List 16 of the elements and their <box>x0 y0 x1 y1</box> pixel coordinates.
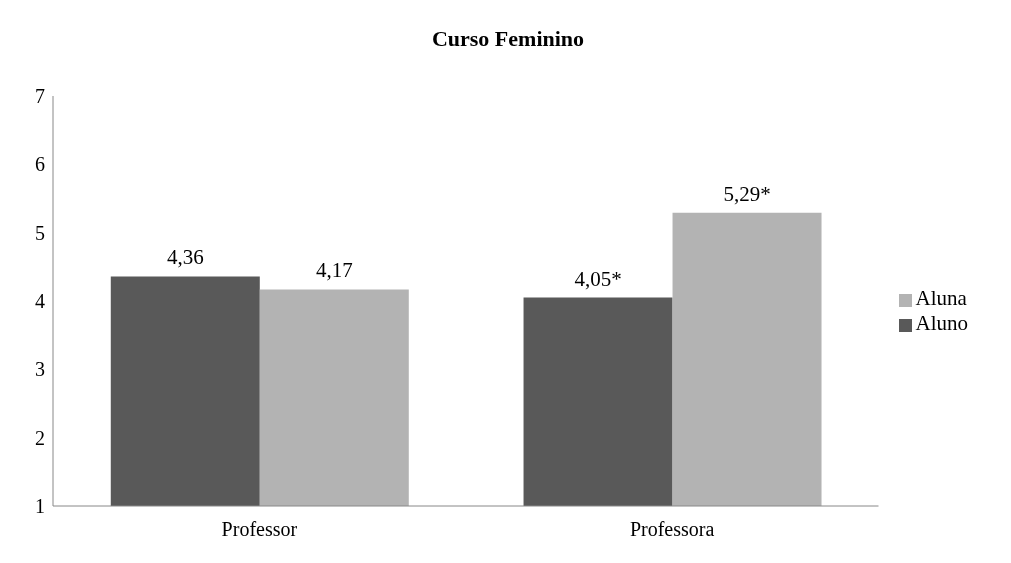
y-tick-label: 3 <box>35 358 45 381</box>
y-tick-label: 4 <box>35 290 45 313</box>
y-tick-label: 5 <box>35 221 45 244</box>
data-label: 4,17 <box>315 258 353 283</box>
data-label: 4,36 <box>166 245 204 270</box>
x-tick-label: Professor <box>221 518 298 541</box>
data-label: 5,29* <box>723 181 771 206</box>
chart-title: Curso Feminino <box>430 25 586 53</box>
data-label: 4,05* <box>574 266 622 291</box>
legend-label: Aluna <box>915 286 967 310</box>
y-tick-label: 2 <box>35 426 45 449</box>
y-tick-label: 7 <box>35 85 45 108</box>
y-tick-label: 1 <box>35 495 45 518</box>
legend-label: Aluno <box>915 311 968 335</box>
x-tick-label: Professora <box>629 518 715 541</box>
y-tick-label: 6 <box>35 153 45 176</box>
